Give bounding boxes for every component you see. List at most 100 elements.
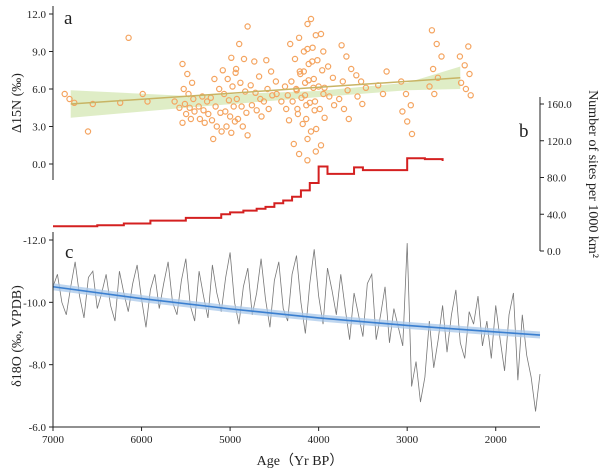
data-point-a <box>208 117 216 124</box>
data-point-a <box>343 53 350 60</box>
data-point-a <box>461 62 468 69</box>
regression-line-a <box>70 77 461 105</box>
y-tick-label-b: 120.0 <box>547 136 572 148</box>
data-point-a <box>243 109 250 117</box>
data-point-a <box>179 60 186 68</box>
scatter-points-a <box>61 15 474 164</box>
data-point-a <box>339 78 346 85</box>
data-point-a <box>383 68 390 75</box>
x-tick-label: 2000 <box>485 434 508 446</box>
data-point-a <box>434 74 442 82</box>
y-axis-title-c: δ18O (‰, VPDB) <box>10 285 25 387</box>
data-point-a <box>296 68 303 75</box>
data-point-a <box>212 103 219 110</box>
x-axis-title: Age（Yr BP） <box>257 453 344 469</box>
data-point-a <box>429 65 437 73</box>
data-point-a <box>232 69 239 77</box>
data-point-a <box>179 119 186 127</box>
data-point-a <box>321 84 328 92</box>
data-point-a <box>344 87 351 94</box>
data-point-a <box>338 42 345 49</box>
data-point-a <box>219 67 226 74</box>
data-point-a <box>402 90 410 98</box>
data-point-a <box>239 123 246 130</box>
data-point-a <box>324 63 332 70</box>
data-point-a <box>66 95 73 103</box>
data-point-a <box>431 90 438 98</box>
data-point-a <box>84 128 92 135</box>
data-point-a <box>223 123 230 130</box>
data-point-a <box>404 118 411 125</box>
data-point-a <box>176 104 183 112</box>
data-point-a <box>248 101 256 109</box>
y-tick-label-c: -6.0 <box>29 422 47 434</box>
data-point-a <box>191 108 198 115</box>
data-point-a <box>237 79 244 87</box>
data-point-a <box>317 30 325 38</box>
data-point-a <box>399 108 406 115</box>
data-point-a <box>320 90 327 98</box>
data-point-a <box>125 34 132 42</box>
data-point-a <box>89 100 97 108</box>
data-point-a <box>340 105 348 113</box>
data-point-a <box>311 107 318 114</box>
data-point-a <box>224 75 231 83</box>
data-point-a <box>314 57 321 64</box>
data-point-a <box>182 110 190 118</box>
data-point-a <box>321 114 328 122</box>
x-tick-label: 6000 <box>131 434 154 446</box>
data-point-a <box>222 108 229 115</box>
data-point-a <box>258 113 265 120</box>
data-point-a <box>244 23 251 30</box>
y-tick-label-a: 9.0 <box>32 47 46 59</box>
data-point-a <box>233 95 240 103</box>
data-point-a <box>291 55 299 63</box>
y-tick-label-b: 160.0 <box>547 99 572 111</box>
fit-line-a <box>70 77 461 105</box>
data-point-a <box>310 75 317 83</box>
data-point-a <box>71 99 78 107</box>
panel-label-a: a <box>64 8 73 29</box>
data-point-a <box>287 40 294 48</box>
data-point-a <box>433 40 440 48</box>
data-point-a <box>438 53 445 60</box>
data-point-a <box>247 82 254 89</box>
data-point-a <box>180 85 187 93</box>
data-point-a <box>462 85 470 93</box>
data-point-a <box>330 101 338 109</box>
data-point-a <box>171 98 178 105</box>
y-axis-title-a: Δ15N (‰) <box>10 73 25 133</box>
data-point-a <box>348 65 355 73</box>
data-point-a <box>320 48 327 55</box>
y-tick-label-a: 6.0 <box>32 84 46 96</box>
x-tick-label: 7000 <box>42 434 65 446</box>
data-point-a <box>294 105 301 113</box>
data-point-a <box>316 105 323 113</box>
data-point-a <box>263 57 270 64</box>
data-point-a <box>238 103 245 110</box>
data-point-a <box>300 68 307 75</box>
data-point-a <box>186 104 193 112</box>
data-point-a <box>273 90 280 98</box>
y-tick-label-a: 12.0 <box>27 9 47 21</box>
y-tick-label-b: 0.0 <box>547 246 561 258</box>
data-point-a <box>201 119 208 127</box>
fit-confidence-band-a <box>70 66 461 118</box>
data-point-a <box>265 105 272 113</box>
data-point-a <box>281 83 289 90</box>
data-point-a <box>354 93 361 100</box>
data-point-a <box>199 93 206 100</box>
data-point-a <box>251 58 258 65</box>
data-point-a <box>187 115 195 123</box>
data-point-a <box>457 79 465 87</box>
data-point-a <box>345 115 352 123</box>
y-tick-label-a: 0.0 <box>32 159 46 171</box>
data-point-a <box>215 85 223 93</box>
data-point-a <box>465 43 472 50</box>
data-point-a <box>234 115 242 123</box>
panel-label-c: c <box>65 242 73 263</box>
data-point-a <box>228 54 235 62</box>
y-tick-label-b: 80.0 <box>547 173 567 185</box>
trend-band-c <box>53 283 540 339</box>
data-point-a <box>307 128 315 135</box>
